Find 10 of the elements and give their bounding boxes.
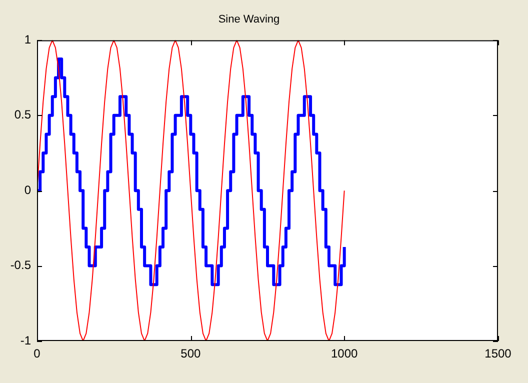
chart-title: Sine Waving <box>218 14 280 26</box>
x-tick-label: 500 <box>180 346 201 361</box>
y-tick-label: 0.5 <box>14 108 32 122</box>
x-tick-label: 1500 <box>484 346 512 361</box>
y-tick-label: 0 <box>24 182 32 197</box>
y-tick-label: -1 <box>20 333 32 348</box>
y-tick-label: 1 <box>24 32 32 47</box>
x-tick-label: 0 <box>34 346 41 361</box>
y-tick-label: -0.5 <box>10 258 32 272</box>
x-tick-label: 1000 <box>330 346 358 361</box>
